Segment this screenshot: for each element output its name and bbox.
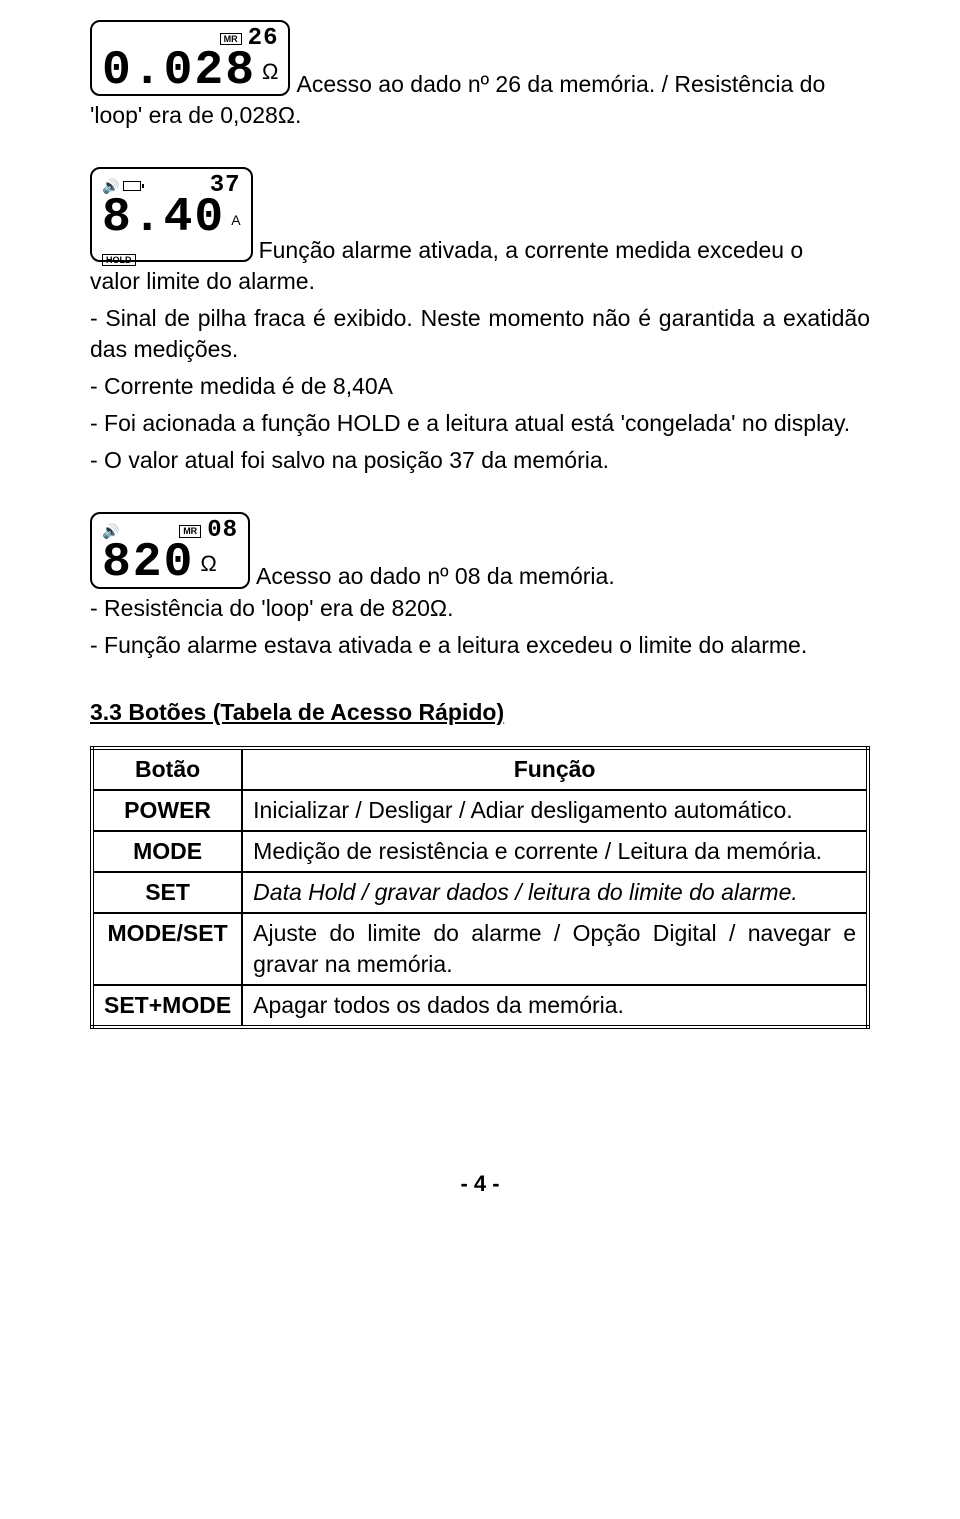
section-3-3-heading: 3.3 Botões (Tabela de Acesso Rápido) — [90, 697, 870, 728]
memory-08-block: 🔊 MR 08 820 Ω Acesso ao dado nº 08 da me… — [90, 512, 870, 660]
table-row: SETData Hold / gravar dados / leitura do… — [92, 872, 868, 913]
battery-low-icon — [123, 181, 141, 191]
button-name-cell: SET — [92, 872, 242, 913]
button-function-cell: Apagar todos os dados da memória. — [242, 985, 868, 1027]
button-function-cell: Inicializar / Desligar / Adiar desligame… — [242, 790, 868, 831]
block2-b1: - Sinal de pilha fraca é exibido. Neste … — [90, 303, 870, 365]
table-row: MODE/SETAjuste do limite do alarme / Opç… — [92, 913, 868, 985]
block1-line1: Acesso ao dado nº 26 da memória. / Resis… — [296, 69, 870, 100]
page-footer: - 4 - — [90, 1169, 870, 1199]
button-quick-access-table: Botão Função POWERInicializar / Desligar… — [90, 746, 870, 1029]
block2-line2: valor limite do alarme. — [90, 266, 870, 297]
block3-line1: Acesso ao dado nº 08 da memória. — [256, 561, 870, 592]
lcd-display-2: 🔊 37 8.40 A HOLD — [90, 167, 253, 261]
table-row: SET+MODEApagar todos os dados da memória… — [92, 985, 868, 1027]
block3-b2: - Função alarme estava ativada e a leitu… — [90, 630, 870, 661]
button-name-cell: MODE/SET — [92, 913, 242, 985]
block2-b4: - O valor atual foi salvo na posição 37 … — [90, 445, 870, 476]
hold-badge: HOLD — [102, 254, 136, 266]
button-function-cell: Data Hold / gravar dados / leitura do li… — [242, 872, 868, 913]
mem-index-3: 08 — [207, 515, 238, 547]
block3-b1: - Resistência do 'loop' era de 820Ω. — [90, 593, 870, 624]
block2-line1: Função alarme ativada, a corrente medida… — [259, 235, 870, 266]
lcd1-value: 0.028 — [102, 52, 256, 90]
memory-26-block: MR 26 0.028 Ω Acesso ao dado nº 26 da me… — [90, 20, 870, 131]
button-name-cell: SET+MODE — [92, 985, 242, 1027]
button-name-cell: POWER — [92, 790, 242, 831]
button-name-cell: MODE — [92, 831, 242, 872]
lcd-display-3: 🔊 MR 08 820 Ω — [90, 512, 250, 588]
lcd-display-1: MR 26 0.028 Ω — [90, 20, 290, 96]
th-button: Botão — [92, 748, 242, 790]
th-function: Função — [242, 748, 868, 790]
table-row: MODEMedição de resistência e corrente / … — [92, 831, 868, 872]
block1-line2: 'loop' era de 0,028Ω. — [90, 100, 870, 131]
lcd1-unit: Ω — [262, 57, 278, 87]
lcd3-value: 820 — [102, 544, 194, 582]
button-function-cell: Medição de resistência e corrente / Leit… — [242, 831, 868, 872]
table-row: POWERInicializar / Desligar / Adiar desl… — [92, 790, 868, 831]
block2-b2: - Corrente medida é de 8,40A — [90, 371, 870, 402]
lcd3-unit: Ω — [200, 549, 216, 579]
block2-b3: - Foi acionada a função HOLD e a leitura… — [90, 408, 870, 439]
alarm-current-block: 🔊 37 8.40 A HOLD Função alarme ativada, … — [90, 167, 870, 476]
button-function-cell: Ajuste do limite do alarme / Opção Digit… — [242, 913, 868, 985]
lcd2-value: 8.40 — [102, 199, 225, 237]
lcd2-unit: A — [231, 211, 240, 230]
